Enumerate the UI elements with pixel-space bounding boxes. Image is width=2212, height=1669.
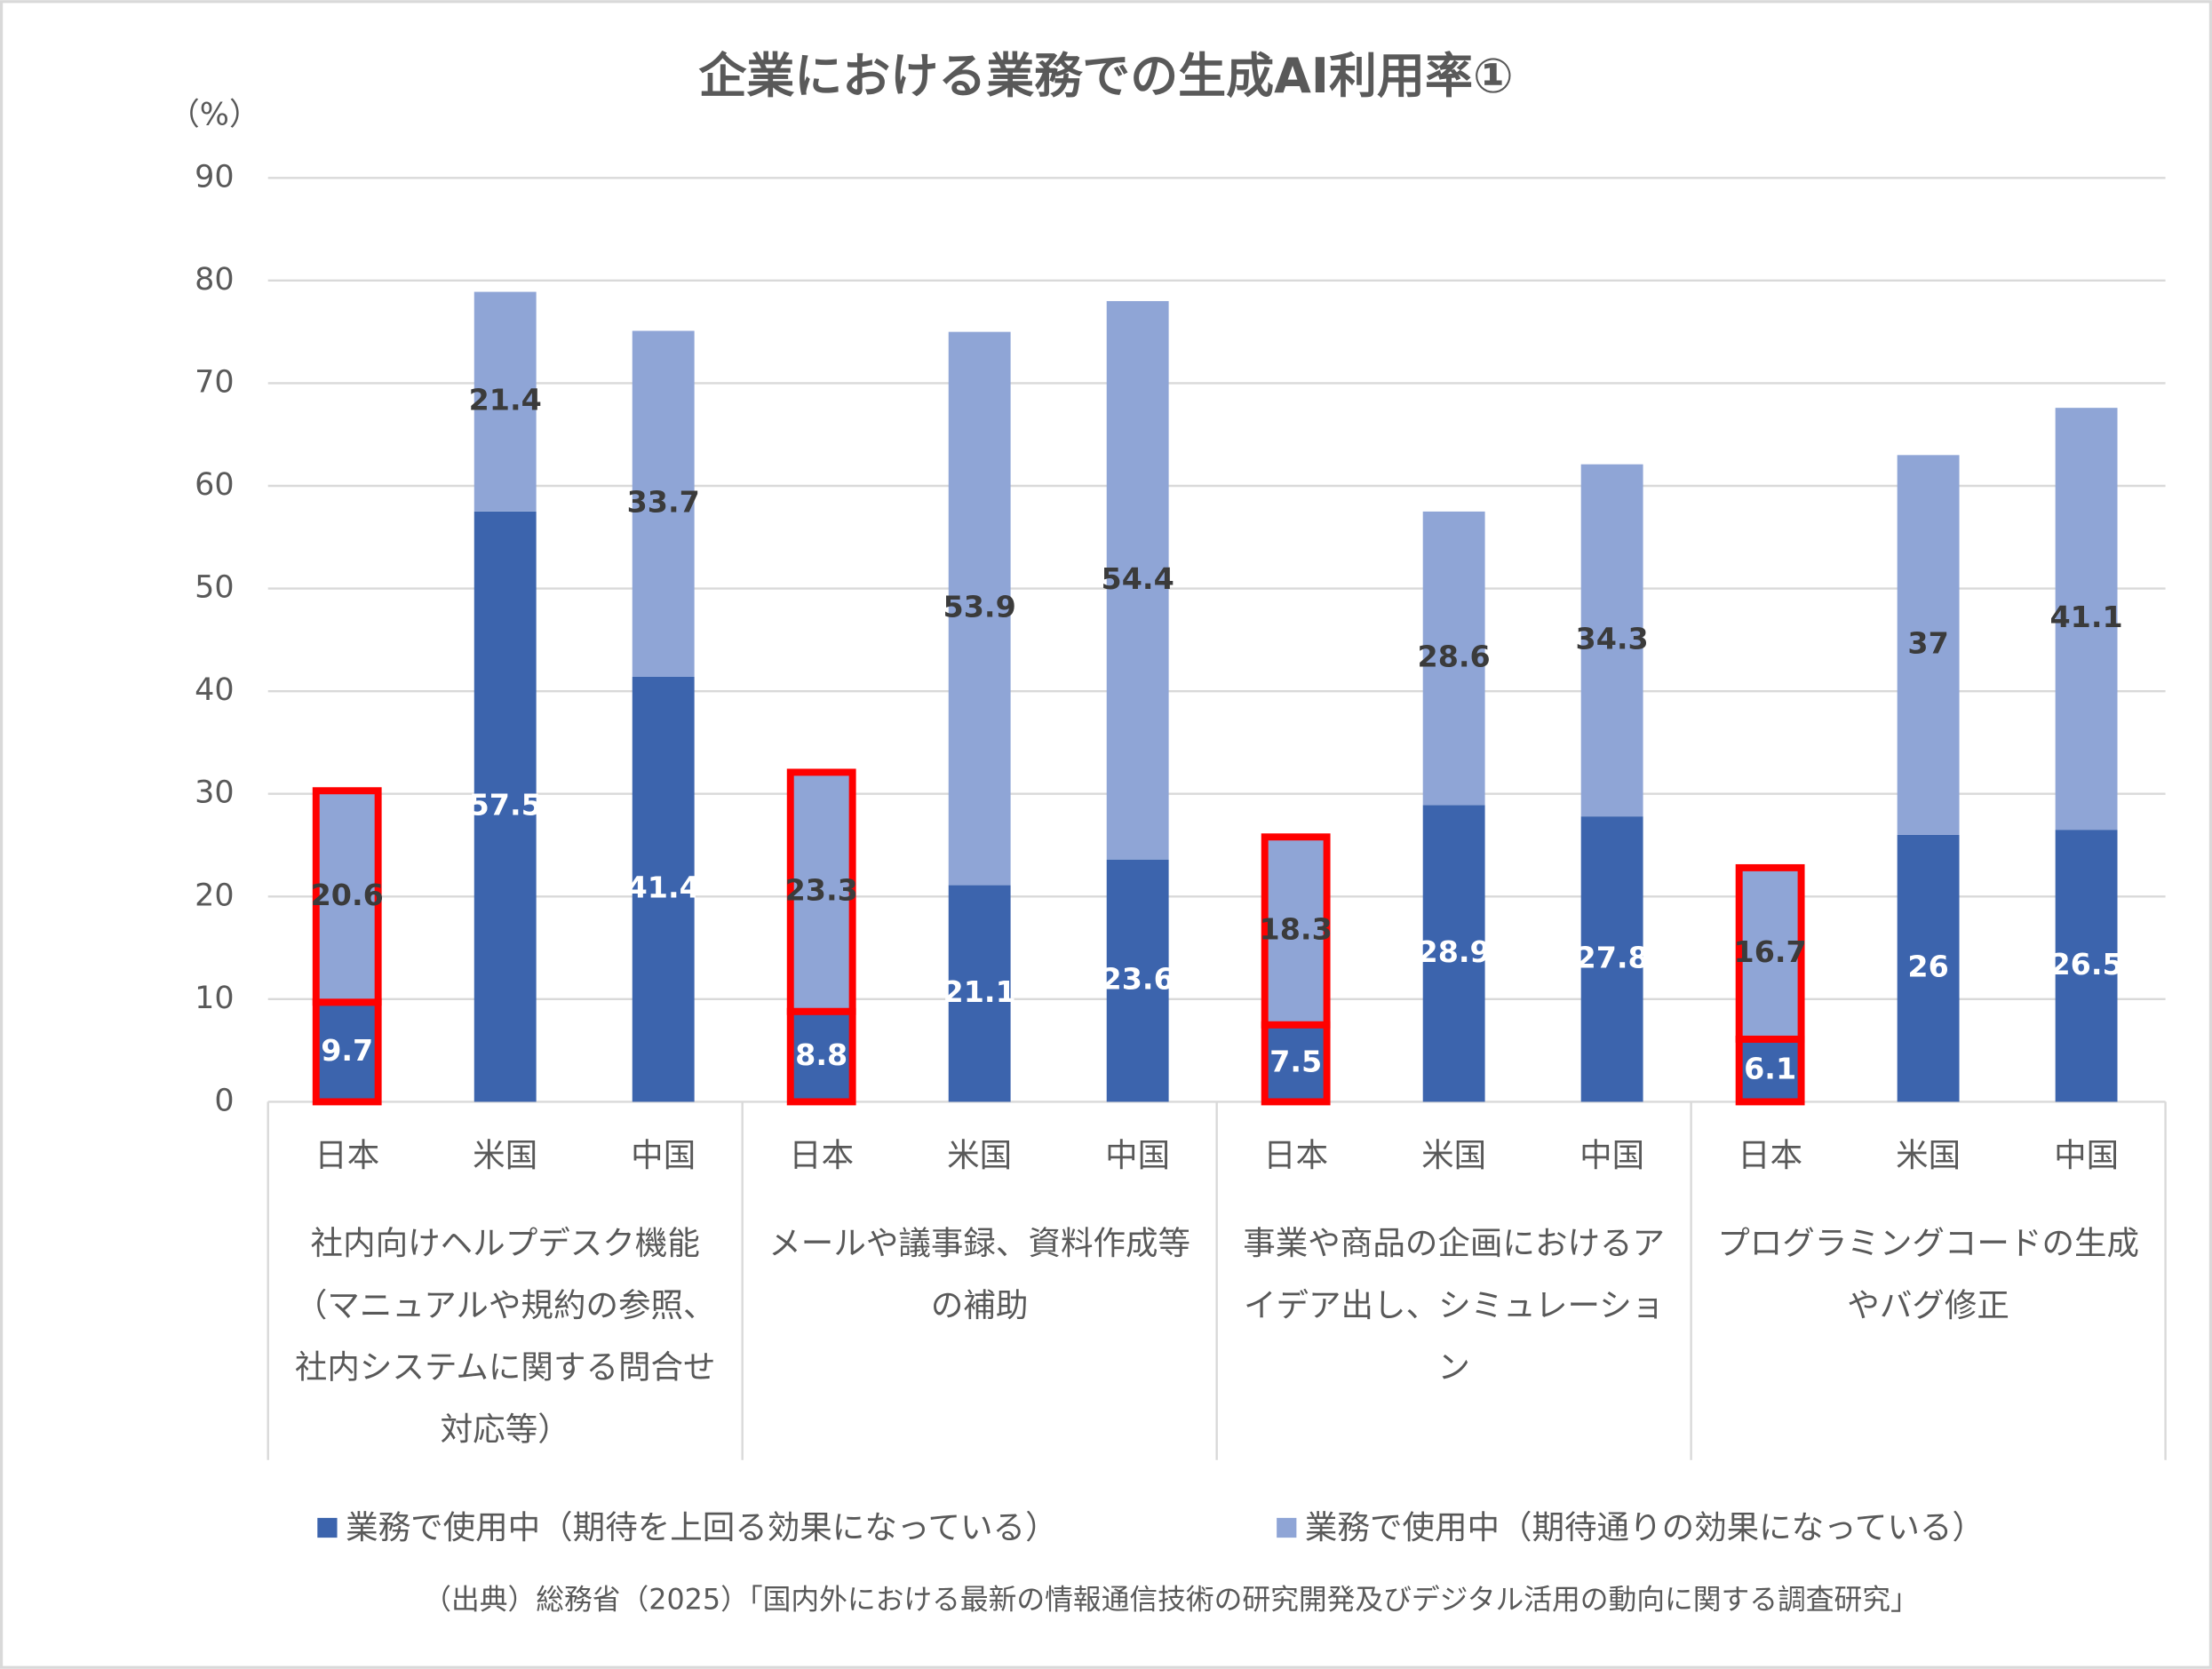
y-tick-label: 90	[195, 159, 234, 195]
group-label-box: 事業や商品の企画におけるアイデア出し、シミュレーション	[1243, 1226, 1666, 1387]
x-tick-label: 米国	[1421, 1136, 1486, 1174]
value-label: 33.7	[627, 485, 700, 520]
bar-segment	[473, 291, 537, 512]
bar-segment	[1897, 455, 1960, 835]
y-tick-label: 0	[214, 1083, 234, 1118]
value-label: 34.3	[1576, 621, 1649, 656]
group-label-box: プログラミングコードの生成やバグ修正	[1717, 1226, 2140, 1325]
bar-segment	[1735, 1035, 1805, 1106]
value-label: 57.5	[469, 788, 542, 823]
group-label: 事業や商品の企画におけるアイデア出し、シミュレーション	[1243, 1226, 1666, 1387]
value-label: 23.3	[785, 873, 858, 908]
bar-segment	[1422, 511, 1485, 806]
bar-segment	[473, 511, 537, 1102]
bar-segment	[1106, 300, 1169, 860]
value-label: 7.5	[1269, 1045, 1322, 1079]
value-label: 41.1	[2049, 600, 2122, 634]
value-label: 20.6	[311, 878, 384, 912]
group-label: 社内向けヘルプデスク機能（マニュアルや規約の参照、社内システムに関する問合せ対応…	[294, 1226, 716, 1450]
x-tick-label: 日本	[1263, 1136, 1328, 1174]
y-tick-label: 30	[195, 775, 234, 811]
bar-segment	[632, 330, 695, 677]
x-tick-label: 米国	[1896, 1136, 1961, 1174]
bar-segment	[786, 768, 856, 1015]
x-tick-label: 中国	[1579, 1136, 1644, 1174]
x-tick-label: 日本	[1738, 1136, 1802, 1174]
bar-segment	[1106, 859, 1169, 1102]
y-tick-label: 70	[195, 364, 234, 400]
value-label: 54.4	[1102, 561, 1174, 596]
value-label: 26	[1907, 950, 1948, 984]
y-tick-label: 20	[195, 878, 234, 913]
bar-segment	[1261, 1021, 1331, 1106]
group-label: プログラミングコードの生成やバグ修正	[1717, 1226, 2140, 1325]
group-label-box: メールや議事録、資料作成等の補助	[768, 1226, 1191, 1325]
bar-segment	[1580, 816, 1643, 1102]
x-tick-label: 日本	[789, 1136, 854, 1174]
value-label: 23.6	[1102, 962, 1174, 997]
source-note: （出典）総務省（2025）「国内外における最新の情報通信技術の研究開発及びデジタ…	[423, 1585, 1919, 1617]
value-label: 26.5	[2049, 947, 2122, 982]
value-label: 37	[1907, 626, 1948, 661]
bar-segment	[1580, 464, 1643, 817]
x-tick-label: 中国	[631, 1136, 696, 1174]
value-label: 53.9	[943, 590, 1016, 624]
bar-segment	[2055, 830, 2118, 1102]
x-tick-label: 米国	[947, 1136, 1012, 1174]
bar-segment	[1735, 863, 1805, 1043]
value-label: 16.7	[1734, 934, 1807, 969]
bar-segment	[2055, 408, 2118, 831]
value-label: 28.6	[1418, 640, 1491, 674]
y-tick-label: 80	[195, 262, 234, 298]
legend-swatch	[1277, 1517, 1297, 1538]
legend-label: 業務で使用中（期待を上回る効果になっている）	[346, 1508, 1058, 1546]
y-unit-label: （%）	[169, 97, 260, 132]
y-tick-label: 50	[195, 570, 234, 606]
bar-segment	[312, 787, 382, 1006]
value-label: 6.1	[1744, 1052, 1796, 1086]
group-label: メールや議事録、資料作成等の補助	[768, 1226, 1191, 1325]
bar-segment	[948, 331, 1011, 886]
value-label: 21.1	[943, 974, 1016, 1009]
y-tick-label: 60	[195, 467, 234, 503]
y-tick-label: 10	[195, 981, 234, 1016]
value-label: 41.4	[627, 870, 700, 905]
value-label: 8.8	[795, 1037, 847, 1072]
value-label: 9.7	[321, 1033, 373, 1068]
y-tick-label: 40	[195, 672, 234, 708]
x-tick-label: 中国	[1105, 1136, 1170, 1174]
x-tick-label: 米国	[473, 1136, 537, 1174]
bar-segment	[1422, 805, 1485, 1102]
value-label: 27.8	[1576, 940, 1649, 974]
chart-title: 企業における業務での生成AI利用率①	[698, 48, 1513, 104]
legend-swatch	[317, 1517, 338, 1538]
bar-segment	[1897, 834, 1960, 1102]
bar-segment	[632, 676, 695, 1102]
x-tick-label: 日本	[314, 1136, 379, 1174]
legend-label: 業務で使用中（期待通りの効果になっている）	[1305, 1508, 1985, 1546]
value-label: 18.3	[1260, 912, 1333, 947]
value-label: 28.9	[1418, 934, 1491, 969]
value-label: 21.4	[469, 383, 542, 417]
group-label-box: 社内向けヘルプデスク機能（マニュアルや規約の参照、社内システムに関する問合せ対応…	[294, 1226, 716, 1450]
bar-segment	[948, 885, 1011, 1102]
x-tick-label: 中国	[2054, 1136, 2119, 1174]
bar-segment	[1261, 833, 1331, 1029]
